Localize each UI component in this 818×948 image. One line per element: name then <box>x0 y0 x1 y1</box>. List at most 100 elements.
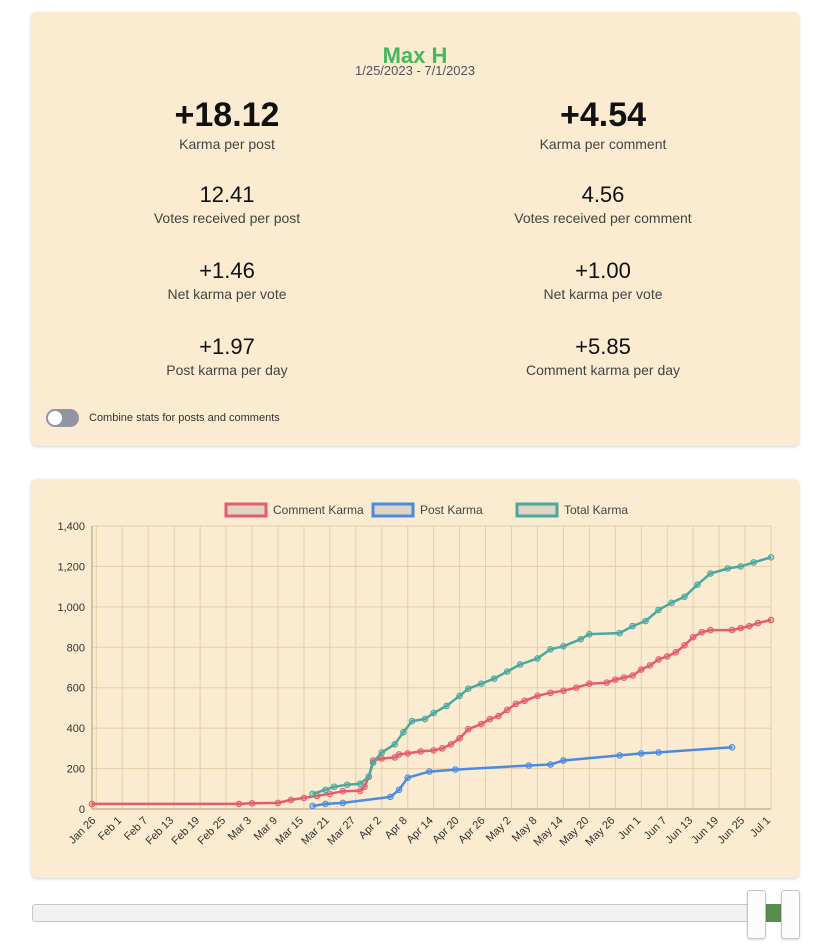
data-point[interactable] <box>681 641 688 649</box>
data-point[interactable] <box>728 744 736 751</box>
data-point[interactable] <box>456 734 463 742</box>
data-point[interactable] <box>490 675 498 682</box>
data-point[interactable] <box>516 661 524 668</box>
data-point[interactable] <box>698 628 706 636</box>
data-point[interactable] <box>430 747 437 754</box>
data-point[interactable] <box>356 787 364 795</box>
data-point[interactable] <box>361 783 368 791</box>
data-point[interactable] <box>616 752 623 759</box>
data-point[interactable] <box>512 700 520 708</box>
data-point[interactable] <box>456 692 463 700</box>
data-point[interactable] <box>395 786 403 794</box>
data-point[interactable] <box>408 717 416 725</box>
data-point[interactable] <box>339 799 347 807</box>
data-point[interactable] <box>534 692 541 700</box>
data-point[interactable] <box>503 706 511 714</box>
legend-swatch[interactable] <box>371 502 415 518</box>
data-point[interactable] <box>525 762 533 769</box>
data-point[interactable] <box>573 684 580 692</box>
range-slider-track[interactable] <box>32 904 770 922</box>
data-point[interactable] <box>322 786 329 794</box>
data-point[interactable] <box>663 653 671 660</box>
data-point[interactable] <box>404 774 412 781</box>
data-point[interactable] <box>343 781 351 789</box>
data-point[interactable] <box>439 745 446 752</box>
data-point[interactable] <box>274 799 282 807</box>
data-point[interactable] <box>629 672 636 679</box>
user-name[interactable]: Max H <box>382 43 448 68</box>
data-point[interactable] <box>629 622 636 630</box>
data-point[interactable] <box>430 709 437 717</box>
data-point[interactable] <box>426 768 433 775</box>
data-point[interactable] <box>689 633 697 641</box>
data-point[interactable] <box>637 666 645 673</box>
data-point[interactable] <box>646 662 654 669</box>
data-point[interactable] <box>620 674 628 681</box>
data-point[interactable] <box>378 749 386 756</box>
legend-label[interactable]: Total Karma <box>564 503 628 517</box>
data-point[interactable] <box>694 581 701 588</box>
data-point[interactable] <box>309 802 316 810</box>
data-point[interactable] <box>560 757 567 764</box>
data-point[interactable] <box>443 702 450 710</box>
data-point[interactable] <box>767 554 775 561</box>
data-point[interactable] <box>369 759 377 766</box>
data-point[interactable] <box>754 619 762 627</box>
data-point[interactable] <box>560 687 567 695</box>
data-point[interactable] <box>486 715 494 723</box>
data-point[interactable] <box>612 676 619 683</box>
data-point[interactable] <box>417 748 424 755</box>
data-point[interactable] <box>248 800 256 807</box>
data-point[interactable] <box>395 751 403 758</box>
combine-stats-toggle[interactable] <box>46 409 79 427</box>
data-point[interactable] <box>300 794 308 802</box>
range-slider-handle-start[interactable] <box>747 890 766 939</box>
data-point[interactable] <box>235 800 243 808</box>
data-point[interactable] <box>707 570 714 577</box>
data-point[interactable] <box>464 685 472 693</box>
data-point[interactable] <box>655 656 662 663</box>
data-point[interactable] <box>737 563 745 570</box>
data-point[interactable] <box>477 680 485 687</box>
data-point[interactable] <box>365 773 373 780</box>
data-point[interactable] <box>767 616 775 624</box>
data-point[interactable] <box>339 787 347 795</box>
data-point[interactable] <box>495 712 502 720</box>
data-point[interactable] <box>391 741 399 748</box>
legend-label[interactable]: Comment Karma <box>273 503 364 517</box>
data-point[interactable] <box>586 680 593 687</box>
data-point[interactable] <box>451 766 459 773</box>
data-point[interactable] <box>88 800 96 808</box>
data-point[interactable] <box>391 754 399 761</box>
data-point[interactable] <box>746 622 753 630</box>
data-point[interactable] <box>521 697 528 705</box>
data-point[interactable] <box>547 689 554 697</box>
data-point[interactable] <box>309 790 316 798</box>
data-point[interactable] <box>387 793 394 801</box>
data-point[interactable] <box>668 599 675 607</box>
data-point[interactable] <box>681 593 688 601</box>
data-point[interactable] <box>655 749 662 756</box>
data-point[interactable] <box>547 646 554 653</box>
data-point[interactable] <box>642 617 649 625</box>
data-point[interactable] <box>728 626 736 634</box>
data-point[interactable] <box>404 750 412 757</box>
data-point[interactable] <box>707 626 714 634</box>
data-point[interactable] <box>421 715 429 723</box>
data-point[interactable] <box>400 728 407 736</box>
data-point[interactable] <box>603 679 610 686</box>
data-point[interactable] <box>560 642 567 650</box>
data-point[interactable] <box>616 629 623 637</box>
data-point[interactable] <box>534 655 541 662</box>
data-point[interactable] <box>750 559 758 566</box>
data-point[interactable] <box>724 565 732 572</box>
data-point[interactable] <box>287 796 295 804</box>
data-point[interactable] <box>464 725 472 733</box>
data-point[interactable] <box>356 780 364 788</box>
data-point[interactable] <box>577 635 585 643</box>
data-point[interactable] <box>547 761 554 768</box>
data-point[interactable] <box>637 750 645 757</box>
data-point[interactable] <box>655 606 662 614</box>
legend-label[interactable]: Post Karma <box>420 503 483 517</box>
data-point[interactable] <box>447 741 455 748</box>
